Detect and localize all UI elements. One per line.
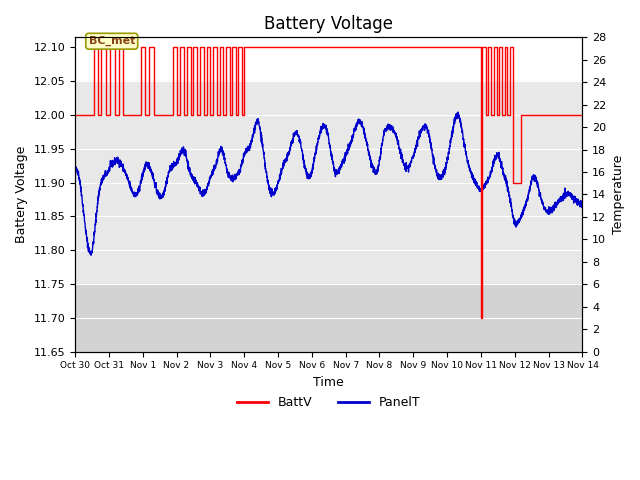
Bar	[75, 284, 582, 351]
X-axis label: Time: Time	[314, 376, 344, 389]
Y-axis label: Temperature: Temperature	[612, 155, 625, 234]
Y-axis label: Battery Voltage: Battery Voltage	[15, 146, 28, 243]
Title: Battery Voltage: Battery Voltage	[264, 15, 393, 33]
Bar	[75, 81, 582, 284]
Legend: BattV, PanelT: BattV, PanelT	[232, 391, 426, 414]
Text: BC_met: BC_met	[88, 36, 135, 47]
